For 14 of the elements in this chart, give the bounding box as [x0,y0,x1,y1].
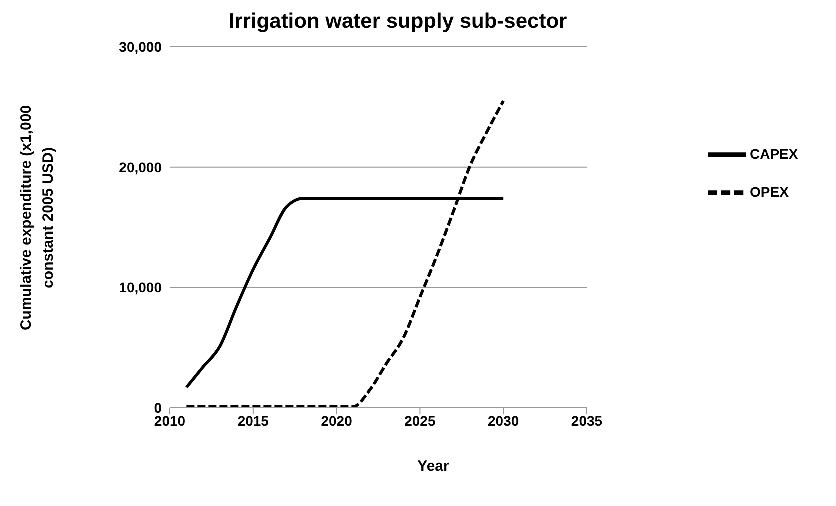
x-tick-label: 2030 [488,412,520,429]
legend-label: OPEX [750,184,789,200]
x-axis-title: Year [416,458,450,475]
line-series [185,100,506,408]
y-axis-title: Cumulative expenditure (x1,000 constant 2005 USD) [17,104,58,333]
chart-title: Irrigation water supply sub-sector [228,10,568,34]
y-tick-label: 10,000 [119,280,162,296]
x-tick-label: 2025 [404,412,436,429]
legend-label: CAPEX [750,146,798,162]
y-tick-label: 30,000 [119,38,162,55]
x-tick-label: 2020 [321,412,353,429]
x-tick-label: 2035 [571,412,603,429]
y-tick-label: 20,000 [119,159,162,176]
x-tick-label: 2015 [238,412,270,429]
